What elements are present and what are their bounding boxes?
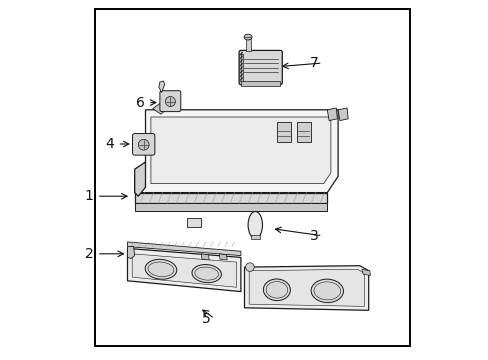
Ellipse shape bbox=[310, 279, 343, 303]
Polygon shape bbox=[132, 254, 236, 287]
Bar bbox=[276, 122, 291, 142]
Text: 2: 2 bbox=[84, 247, 93, 261]
Bar bbox=[241, 81, 280, 86]
Text: 1: 1 bbox=[84, 189, 93, 203]
Ellipse shape bbox=[192, 265, 221, 283]
Polygon shape bbox=[219, 254, 227, 260]
Bar bbox=[296, 122, 310, 142]
Polygon shape bbox=[249, 269, 364, 306]
Polygon shape bbox=[134, 203, 326, 211]
Ellipse shape bbox=[138, 139, 149, 150]
Text: 6: 6 bbox=[135, 96, 144, 109]
Polygon shape bbox=[134, 162, 145, 196]
Polygon shape bbox=[134, 110, 337, 193]
Bar bbox=[239, 54, 242, 81]
Bar bbox=[95, 9, 409, 346]
Text: 3: 3 bbox=[310, 229, 319, 243]
FancyBboxPatch shape bbox=[132, 134, 155, 155]
Polygon shape bbox=[244, 266, 368, 310]
Ellipse shape bbox=[145, 259, 177, 279]
Ellipse shape bbox=[263, 279, 290, 301]
Polygon shape bbox=[127, 242, 241, 256]
Bar bbox=[250, 235, 259, 239]
Text: 4: 4 bbox=[105, 137, 114, 151]
Polygon shape bbox=[159, 81, 164, 93]
FancyBboxPatch shape bbox=[160, 91, 181, 112]
Polygon shape bbox=[361, 269, 370, 275]
Polygon shape bbox=[186, 218, 201, 227]
Circle shape bbox=[245, 263, 254, 271]
FancyBboxPatch shape bbox=[239, 50, 282, 85]
Text: 5: 5 bbox=[202, 312, 211, 325]
Text: 7: 7 bbox=[310, 56, 319, 70]
Polygon shape bbox=[152, 101, 170, 114]
Ellipse shape bbox=[165, 96, 175, 107]
Polygon shape bbox=[337, 108, 347, 121]
Polygon shape bbox=[326, 108, 337, 121]
Polygon shape bbox=[127, 247, 134, 258]
Polygon shape bbox=[151, 117, 330, 184]
Bar bbox=[245, 39, 250, 51]
Ellipse shape bbox=[247, 212, 262, 239]
Polygon shape bbox=[201, 254, 209, 260]
Polygon shape bbox=[127, 248, 241, 292]
Polygon shape bbox=[134, 193, 326, 203]
Ellipse shape bbox=[244, 34, 251, 40]
